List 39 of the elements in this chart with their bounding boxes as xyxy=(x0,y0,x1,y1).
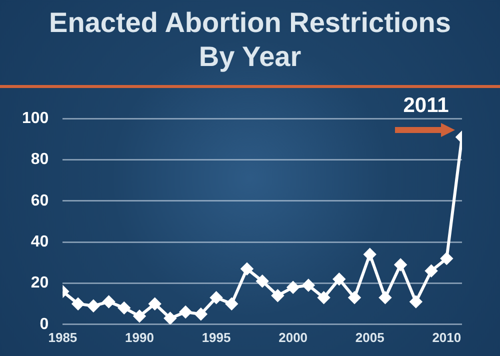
point xyxy=(102,296,115,308)
point xyxy=(318,292,330,304)
chart-title: Enacted Abortion Restrictions By Year xyxy=(48,6,452,74)
y-tick-label: 100 xyxy=(22,110,49,128)
point xyxy=(287,281,300,294)
point xyxy=(302,279,314,292)
x-tick-label: 1990 xyxy=(125,330,154,345)
point xyxy=(133,310,146,322)
x-tick-label: 2010 xyxy=(432,330,462,345)
point xyxy=(379,292,392,304)
point xyxy=(348,292,360,304)
point xyxy=(425,264,438,277)
point xyxy=(410,296,422,308)
y-tick-label: 20 xyxy=(30,274,49,292)
x-tick-label: 1985 xyxy=(48,330,78,345)
point xyxy=(72,298,84,310)
point xyxy=(256,275,268,288)
point xyxy=(118,302,130,314)
y-tick-label: 80 xyxy=(30,151,49,168)
y-tick-label: 40 xyxy=(30,233,49,250)
point xyxy=(333,273,346,286)
point xyxy=(194,308,207,320)
x-tick-label: 1995 xyxy=(202,330,231,345)
point xyxy=(272,290,284,302)
x-tick-label: 2000 xyxy=(278,330,308,345)
point xyxy=(87,300,100,312)
point xyxy=(364,248,376,260)
point xyxy=(164,312,176,324)
point xyxy=(180,306,192,318)
annotation: 2011 xyxy=(403,94,450,118)
point xyxy=(210,292,222,304)
y-tick-label: 60 xyxy=(30,192,49,210)
point xyxy=(226,298,238,310)
point xyxy=(148,298,161,310)
x-tick-label: 2005 xyxy=(355,330,384,345)
y-tick-label: 0 xyxy=(40,316,49,333)
point xyxy=(394,258,407,271)
point xyxy=(240,262,253,275)
point xyxy=(440,252,453,265)
